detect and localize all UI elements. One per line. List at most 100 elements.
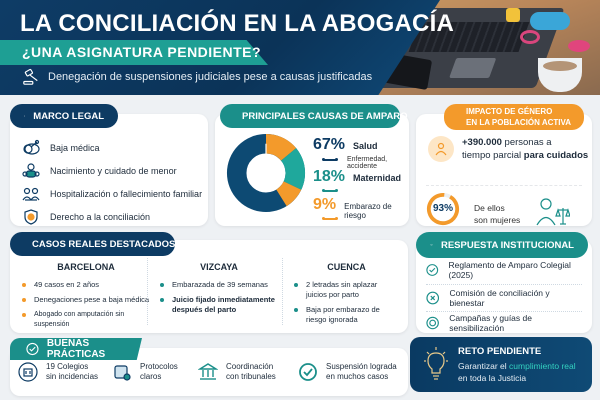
- practice-line: en muchos casos: [326, 372, 389, 381]
- handshake-icon: [430, 244, 433, 246]
- stat-sub: Enfermedad, accidente: [347, 156, 388, 170]
- practice-line: Coordinación: [226, 362, 274, 371]
- genero-title-line1: IMPACTO DE GÉNERO: [466, 107, 553, 116]
- causas-title: PRINCIPALES CAUSAS DE AMPARO: [242, 110, 408, 122]
- case-item: Denegaciones pese a baja médica: [22, 295, 150, 305]
- stat-text: personas a: [501, 137, 552, 148]
- case-text: Abogado con amputación sin suspensión: [34, 311, 125, 328]
- tagline-text: Denegación de suspensiones judiciales pe…: [48, 71, 373, 83]
- reto-highlight: cumplimiento real: [509, 361, 576, 371]
- case-text: 49 casos en 2 años: [34, 280, 100, 289]
- check-circle-icon: [426, 264, 439, 276]
- case-text: Embarazada de 39 semanas: [172, 280, 268, 289]
- causas-header: PRINCIPALES CAUSAS DE AMPARO: [220, 104, 408, 128]
- case-column-vizcaya: VIZCAYA Embarazada de 39 semanas Juicio …: [160, 262, 278, 320]
- divider: [426, 284, 582, 285]
- stat-maternidad: 18% Maternidad: [313, 168, 401, 186]
- medical-icon: [23, 139, 40, 155]
- stat-pct: 67%: [313, 136, 346, 153]
- case-item: 49 casos en 2 años: [22, 280, 150, 290]
- subtitle-band: [0, 40, 268, 65]
- legal-item: Baja médica: [22, 136, 202, 159]
- genero-header: IMPACTO DE GÉNERO EN LA POBLACIÓN ACTIVA: [444, 104, 584, 130]
- case-city: CUENCA: [327, 262, 366, 272]
- connector-line: [322, 188, 338, 192]
- toy-image: [506, 8, 520, 22]
- respuesta-title: RESPUESTA INSTITUCIONAL: [440, 239, 574, 251]
- legal-item-label: Baja médica: [50, 142, 100, 153]
- case-text: Juicio fijado inmediatamente después del…: [172, 295, 275, 314]
- response-label: Comisión de conciliación y bienestar: [449, 288, 550, 308]
- progress-ring: [426, 192, 460, 226]
- case-column-barcelona: BARCELONA 49 casos en 2 años Denegacione…: [22, 262, 150, 335]
- stat-bold: para cuidados: [523, 150, 589, 161]
- response-label: Campañas y guías de sensibilización: [449, 313, 532, 333]
- stat-salud: 67% Salud: [313, 136, 378, 154]
- stat-label: Maternidad: [353, 173, 402, 183]
- practice-line: claros: [140, 372, 162, 381]
- case-city: BARCELONA: [57, 262, 115, 272]
- response-item: Reglamento de Amparo Colegial (2025): [426, 258, 582, 282]
- toy-image: [530, 12, 570, 30]
- legal-item-label: Hospitalización o fallecimiento familiar: [50, 188, 203, 199]
- stat-label: Salud: [353, 141, 378, 151]
- building-icon: [18, 362, 38, 382]
- ring-percentage: 93%: [432, 203, 453, 214]
- causas-card: 67% Salud Enfermedad, accidente 18% Mate…: [215, 114, 409, 226]
- reto-text-part: Garantizar el: [458, 361, 510, 371]
- stat-text: De ellos: [474, 203, 505, 213]
- campaign-icon: [426, 316, 439, 330]
- practice-text: Protocolos claros: [140, 362, 178, 382]
- practice-line: con tribunales: [226, 372, 276, 381]
- column-divider: [147, 258, 148, 325]
- stat-number: +390.000: [462, 137, 502, 148]
- group-icon: [22, 187, 40, 201]
- coffee-cup-image: [538, 58, 582, 92]
- stat-pct: 9%: [313, 196, 337, 213]
- part-time-stat: +390.000 personas a tiempo parcial para …: [462, 136, 588, 162]
- case-text: Denegaciones pese a baja médica: [34, 295, 150, 304]
- marco-legal-header: MARCO LEGAL: [10, 104, 118, 128]
- case-city: VIZCAYA: [200, 262, 238, 272]
- courthouse-icon: [198, 363, 218, 380]
- genero-title: IMPACTO DE GÉNERO EN LA POBLACIÓN ACTIVA: [466, 106, 571, 128]
- practice-line: 19 Colegios: [46, 362, 89, 371]
- legal-item: Hospitalización o fallecimiento familiar: [22, 182, 202, 205]
- toy-image: [568, 40, 590, 52]
- page-title: LA CONCILIACIÓN EN LA ABOGACÍA: [20, 10, 454, 37]
- stat-text: tiempo parcial: [462, 150, 524, 161]
- column-divider: [282, 258, 283, 325]
- case-item: Baja por embarazo de riesgo ignorada: [294, 305, 399, 325]
- legal-item: Derecho a la conciliación: [22, 205, 202, 228]
- response-item: Comisión de conciliación y bienestar: [426, 286, 582, 310]
- divider: [426, 311, 582, 312]
- case-item: 2 letradas sin aplazar juicios por parto: [294, 280, 399, 300]
- page-subtitle: ¿UNA ASIGNATURA PENDIENTE?: [22, 44, 262, 60]
- donut-chart: [226, 133, 306, 213]
- casos-title: CASOS REALES DESTACADOS: [32, 238, 176, 250]
- practice-text: Suspensión lograda en muchos casos: [326, 362, 397, 382]
- practice-line: Protocolos: [140, 362, 178, 371]
- toy-image: [520, 30, 540, 44]
- practice-item: 19 Colegios sin incidencias: [18, 362, 98, 382]
- practice-text: 19 Colegios sin incidencias: [46, 362, 98, 382]
- protocol-icon: [114, 365, 131, 381]
- practice-item: Coordinación con tribunales: [198, 362, 276, 382]
- divider: [426, 185, 582, 186]
- women-stat-text: De ellos son mujeres: [474, 202, 520, 226]
- buenas-practicas-header: BUENAS PRÁCTICAS: [10, 338, 142, 360]
- legal-item-label: Derecho a la conciliación: [50, 211, 151, 222]
- legal-item: Nacimiento y cuidado de menor: [22, 159, 202, 182]
- buenas-title: BUENAS PRÁCTICAS: [46, 338, 106, 360]
- practice-item: Protocolos claros: [112, 362, 178, 382]
- marco-legal-title: MARCO LEGAL: [33, 110, 104, 122]
- response-item: Campañas y guías de sensibilización: [426, 311, 582, 335]
- check-circle-icon: [26, 342, 39, 356]
- marco-legal-card: Baja médica Nacimiento y cuidado de meno…: [10, 114, 208, 226]
- connector-line: [322, 157, 338, 161]
- reto-text-part: en toda la Justicia: [458, 373, 527, 383]
- reto-pendiente-card: RETO PENDIENTE Garantizar el cumplimient…: [410, 337, 592, 392]
- tagline: Denegación de suspensiones judiciales pe…: [22, 68, 372, 86]
- practice-item: Suspensión lograda en muchos casos: [298, 362, 397, 382]
- family-icon: [22, 162, 40, 178]
